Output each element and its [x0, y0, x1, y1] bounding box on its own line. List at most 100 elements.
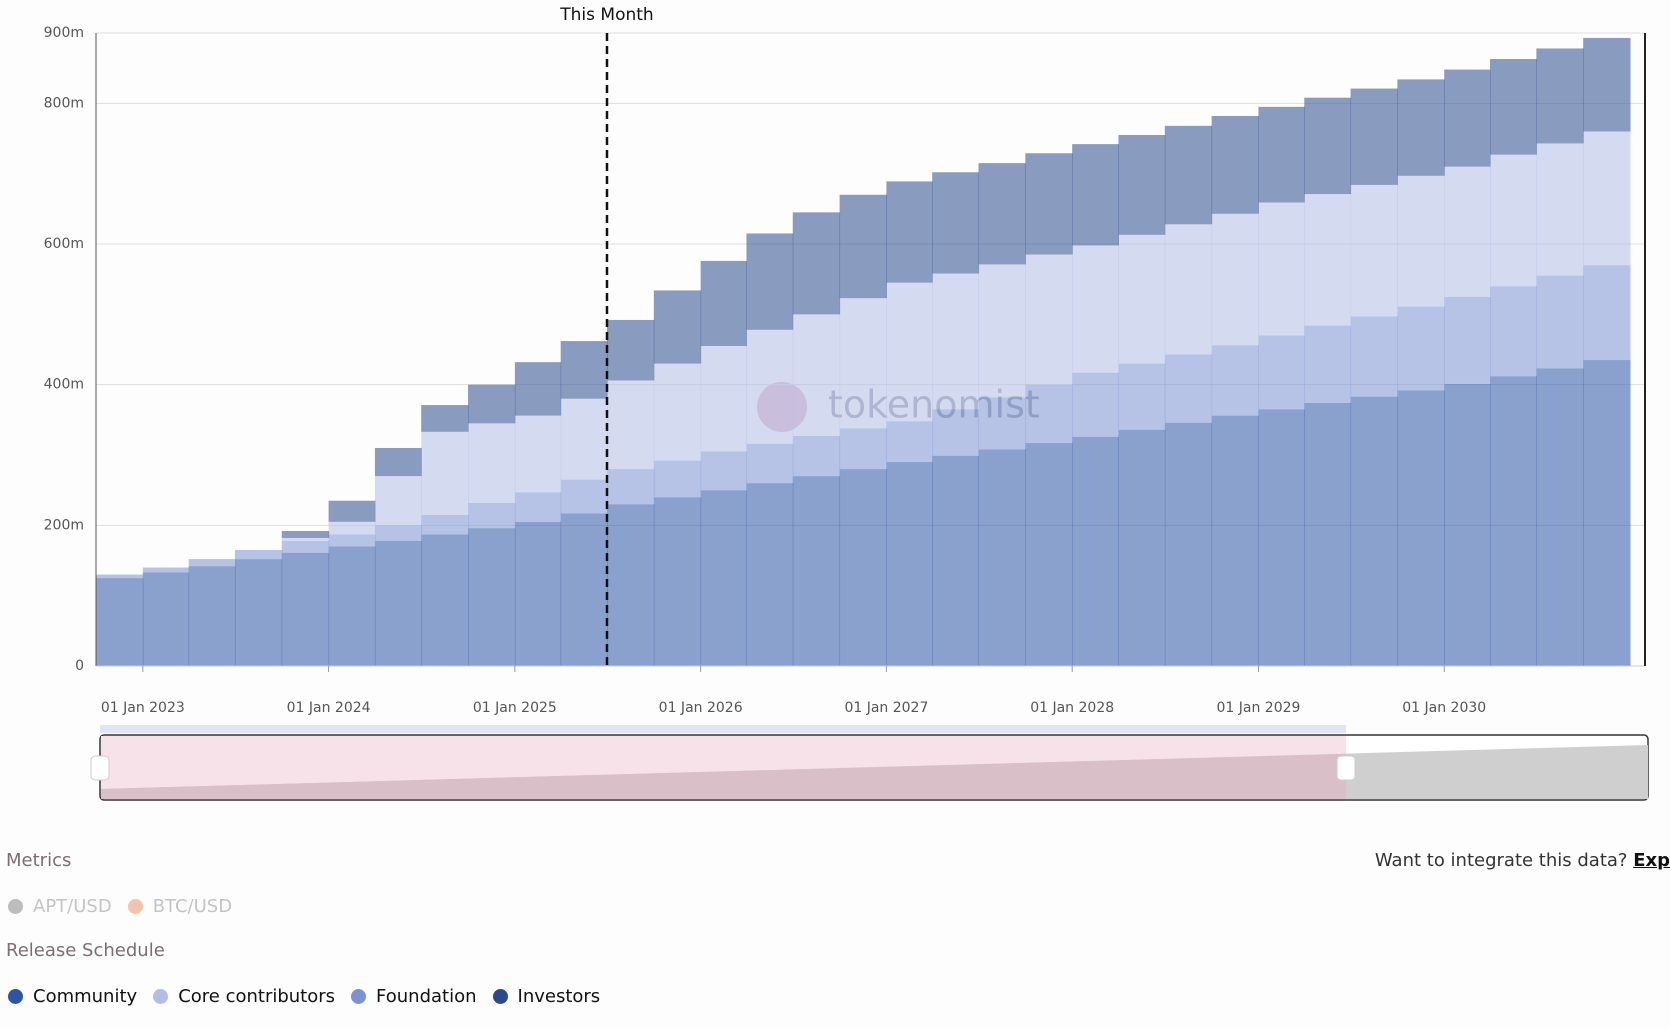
area-step: [328, 546, 376, 666]
area-step: [886, 421, 933, 463]
legend-dot: [492, 989, 508, 1004]
area-step: [1211, 115, 1259, 214]
area-step: [1536, 48, 1584, 144]
x-tick-label: 01 Jan 2026: [659, 700, 743, 716]
area-step: [1072, 436, 1119, 666]
area-step: [1118, 234, 1166, 364]
area-step: [234, 549, 283, 560]
area-step: [886, 462, 933, 666]
area-step: [1350, 184, 1398, 317]
area-step: [560, 398, 608, 480]
release-title: Release Schedule: [6, 940, 165, 961]
chart: tokenomist0200m400m600m800m900m01 Jan 20…: [44, 5, 1649, 801]
area-step: [839, 298, 887, 429]
y-tick-label: 600m: [44, 236, 84, 252]
area-step: [1164, 125, 1213, 225]
area-step: [281, 537, 330, 541]
area-step: [978, 397, 1026, 450]
x-tick-label: 01 Jan 2025: [473, 700, 557, 716]
area-step: [978, 264, 1026, 398]
area-step: [932, 409, 980, 456]
area-step: [1583, 360, 1631, 666]
area-step: [1258, 202, 1305, 336]
x-tick-label: 01 Jan 2028: [1030, 700, 1114, 716]
legend-label: Foundation: [376, 986, 477, 1007]
area-step: [932, 455, 980, 666]
x-tick-label: 01 Jan 2027: [844, 700, 928, 716]
area-step: [1025, 384, 1073, 444]
legend-item[interactable]: Foundation: [351, 986, 477, 1007]
area-step: [281, 540, 330, 553]
area-step: [1072, 144, 1119, 246]
area-step: [328, 521, 376, 535]
area-step: [328, 534, 376, 547]
area-step: [932, 273, 980, 410]
area-step: [281, 530, 330, 538]
legend-dot: [8, 899, 23, 914]
area-step: [700, 451, 747, 491]
legend-label: Core contributors: [178, 986, 336, 1007]
area-step: [514, 521, 562, 666]
plot: tokenomist0200m400m600m800m900m01 Jan 20…: [44, 5, 1646, 716]
legend-item[interactable]: APT/USD: [8, 896, 112, 917]
area-step: [514, 492, 562, 522]
area-step: [374, 525, 422, 541]
area-step: [1350, 396, 1398, 666]
area-step: [1304, 325, 1352, 403]
legend-dot: [153, 989, 169, 1004]
area-step: [1258, 335, 1305, 410]
area-step: [792, 436, 841, 477]
area-step: [514, 415, 562, 493]
area-step: [1350, 88, 1398, 185]
area-step: [328, 500, 376, 522]
navigator-handle[interactable]: [90, 755, 110, 781]
area-step: [1118, 134, 1166, 235]
legend-dot: [351, 989, 367, 1004]
area-step: [188, 566, 236, 666]
area-step: [1583, 265, 1631, 361]
area-step: [1072, 372, 1119, 437]
area-step: [421, 431, 469, 515]
area-step: [746, 483, 794, 666]
metric-label: BTC/USD: [152, 896, 233, 917]
area-step: [1490, 286, 1537, 377]
area-step: [1304, 194, 1352, 326]
area-step: [468, 528, 516, 666]
area-step: [1397, 306, 1445, 391]
area-step: [1025, 443, 1073, 666]
legend-item[interactable]: Community: [8, 986, 137, 1007]
area-step: [374, 447, 422, 477]
x-tick-label: 01 Jan 2030: [1402, 700, 1486, 716]
area-step: [468, 423, 516, 503]
legend-label: Community: [33, 986, 138, 1007]
integrate: Want to integrate this data? Exp: [1375, 850, 1670, 871]
area-step: [421, 534, 469, 666]
area-step: [932, 172, 980, 274]
legend-item[interactable]: Core contributors: [153, 986, 335, 1007]
y-tick-label: 200m: [44, 517, 84, 533]
area-step: [792, 314, 841, 437]
navigator-handle[interactable]: [1336, 755, 1356, 781]
area-step: [839, 469, 887, 666]
area-step: [188, 559, 236, 567]
area-step: [1118, 363, 1166, 430]
legend: Community Core contributors Foundation Inve…: [8, 986, 600, 1007]
area-step: [142, 572, 190, 666]
area-step: [1583, 131, 1631, 266]
legend-item[interactable]: BTC/USD: [127, 896, 233, 917]
x-tick-label: 01 Jan 2029: [1216, 700, 1300, 716]
area-step: [1490, 376, 1537, 666]
area-step: [468, 502, 516, 529]
navigator-scrollbar[interactable]: [100, 725, 1346, 733]
area-step: [514, 362, 562, 416]
metrics-title: Metrics: [6, 850, 72, 871]
metrics-legend: APT/USD BTC/USD: [8, 896, 232, 917]
integrate-text: Want to integrate this data?: [1374, 850, 1628, 871]
legend-item[interactable]: Investors: [492, 986, 600, 1007]
area-step: [653, 290, 702, 364]
integrate-link[interactable]: Exp: [1633, 850, 1670, 871]
area-step: [978, 163, 1026, 265]
area-step: [560, 513, 608, 666]
area-step: [1025, 153, 1073, 255]
